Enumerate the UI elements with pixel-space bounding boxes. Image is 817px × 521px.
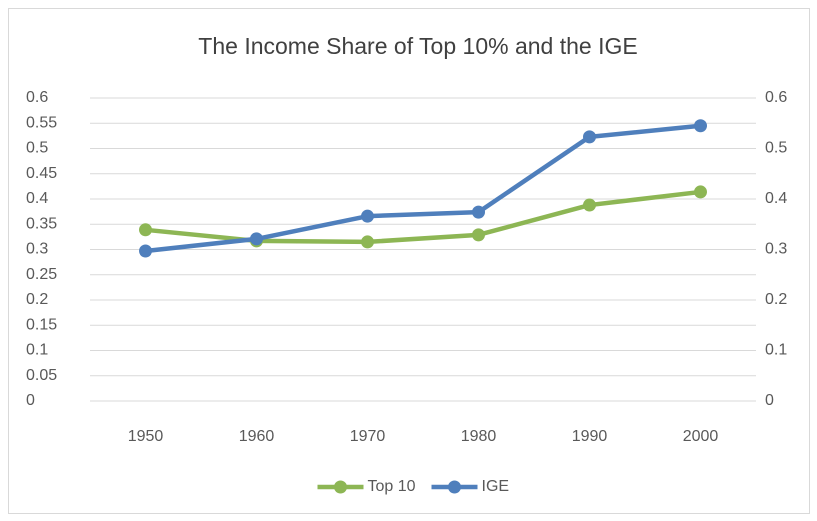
x-tick-label: 1950	[128, 428, 164, 445]
y2-tick-label: 0	[765, 392, 774, 409]
chart-title: The Income Share of Top 10% and the IGE	[198, 33, 637, 59]
y-tick-label: 0.4	[26, 190, 48, 207]
data-point	[472, 205, 485, 219]
data-point	[583, 130, 596, 144]
y-tick-label: 0.45	[26, 165, 57, 182]
x-tick-label: 1960	[239, 428, 275, 445]
y-tick-label: 0.5	[26, 140, 48, 157]
x-tick-label: 2000	[683, 428, 719, 445]
data-point	[139, 244, 152, 258]
series-line	[145, 123, 701, 254]
y2-tick-label: 0.4	[765, 190, 787, 207]
y-tick-label: 0.55	[26, 114, 57, 131]
legend-label: Top 10	[368, 478, 416, 495]
y-tick-label: 0.6	[26, 89, 48, 106]
data-point	[361, 235, 374, 249]
y2-tick-label: 0.1	[765, 342, 787, 359]
data-point	[472, 228, 485, 242]
y-tick-label: 0.35	[26, 215, 57, 232]
data-point	[694, 185, 707, 199]
y2-tick-label: 0.6	[765, 89, 787, 106]
y-tick-label: 0.1	[26, 342, 48, 359]
y2-tick-label: 0.2	[765, 291, 787, 308]
data-point	[694, 119, 707, 133]
data-point	[583, 198, 596, 212]
x-tick-label: 1970	[350, 428, 386, 445]
chart-frame	[8, 8, 810, 514]
data-point	[361, 209, 374, 223]
y-tick-label: 0.2	[26, 291, 48, 308]
x-tick-label: 1980	[461, 428, 497, 445]
y-tick-label: 0.3	[26, 241, 48, 258]
y-tick-label: 0.05	[26, 367, 57, 384]
y-tick-label: 0.25	[26, 266, 57, 283]
legend-marker	[334, 480, 347, 494]
data-point	[139, 223, 152, 237]
legend-marker	[448, 480, 461, 494]
legend-label: IGE	[482, 478, 510, 495]
x-tick-label: 1990	[572, 428, 608, 445]
data-point	[250, 232, 263, 246]
y-tick-label: 0.15	[26, 316, 57, 333]
y-tick-label: 0	[26, 392, 35, 409]
y2-tick-label: 0.3	[765, 241, 787, 258]
y2-tick-label: 0.5	[765, 140, 787, 157]
